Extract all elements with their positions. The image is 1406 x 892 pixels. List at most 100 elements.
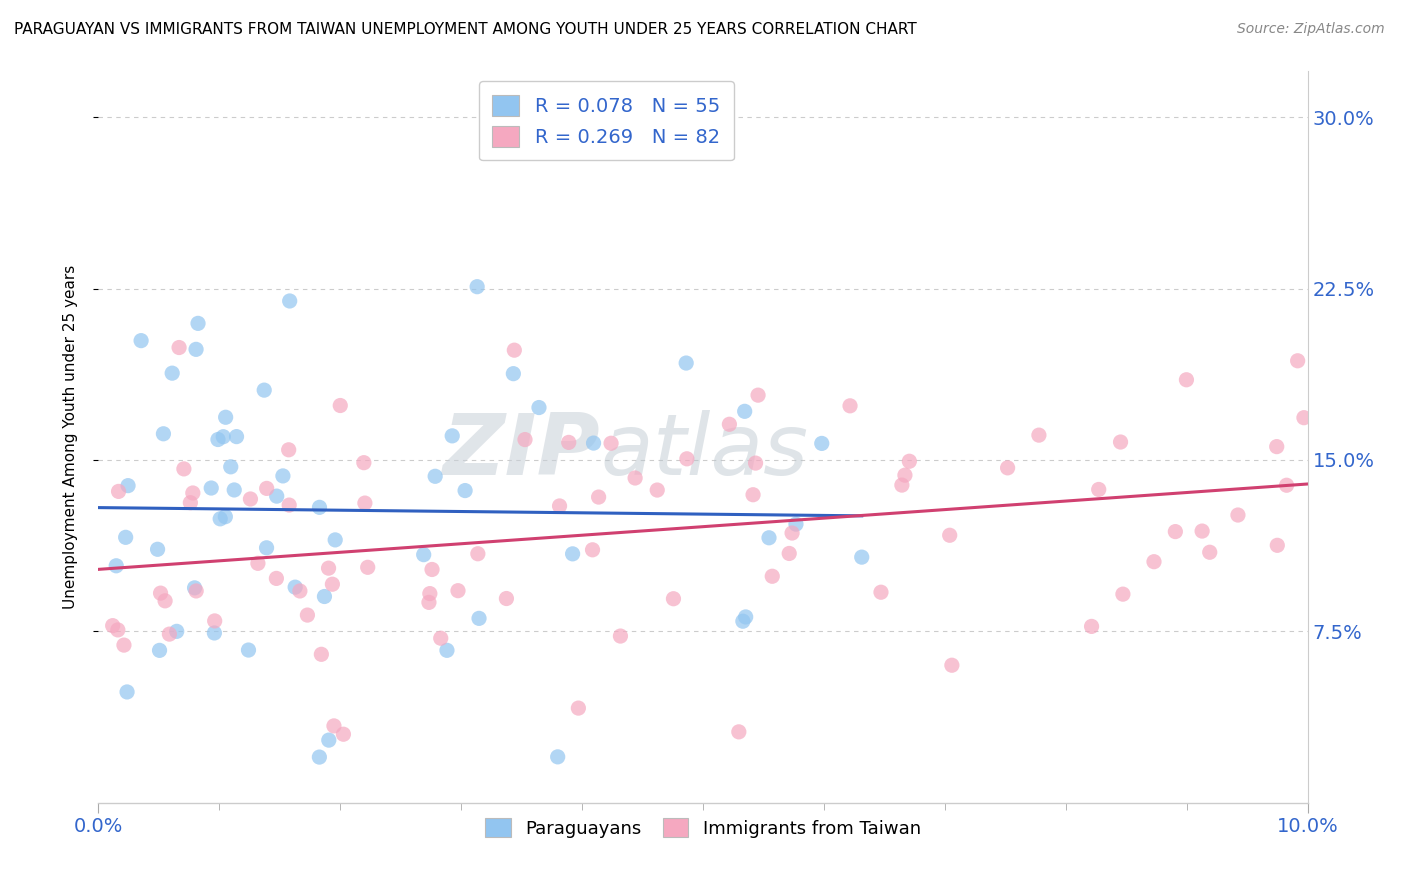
Point: [256, 541, 278, 555]
Point: [146, 542, 169, 557]
Point: [465, 279, 488, 293]
Point: [839, 399, 862, 413]
Point: [181, 486, 204, 500]
Point: [941, 658, 963, 673]
Text: ZIP: ZIP: [443, 410, 600, 493]
Point: [179, 496, 201, 510]
Point: [527, 401, 550, 415]
Point: [101, 618, 124, 632]
Point: [107, 623, 129, 637]
Point: [266, 489, 288, 503]
Point: [117, 478, 139, 492]
Point: [502, 367, 524, 381]
Point: [1226, 508, 1249, 522]
Point: [436, 643, 458, 657]
Point: [225, 429, 247, 443]
Point: [600, 436, 623, 450]
Point: [425, 469, 447, 483]
Point: [890, 478, 912, 492]
Point: [1087, 483, 1109, 497]
Point: [718, 417, 741, 432]
Point: [938, 528, 960, 542]
Point: [308, 500, 330, 515]
Point: [727, 724, 749, 739]
Point: [495, 591, 517, 606]
Point: [734, 610, 756, 624]
Point: [152, 426, 174, 441]
Point: [212, 430, 235, 444]
Point: [332, 727, 354, 741]
Point: [744, 456, 766, 470]
Point: [468, 611, 491, 625]
Point: [266, 571, 288, 585]
Point: [609, 629, 631, 643]
Point: [567, 701, 589, 715]
Point: [778, 546, 800, 560]
Point: [323, 719, 346, 733]
Point: [898, 454, 921, 468]
Point: [747, 388, 769, 402]
Point: [1286, 353, 1309, 368]
Point: [184, 343, 207, 357]
Point: [734, 404, 756, 418]
Point: [758, 531, 780, 545]
Point: [761, 569, 783, 583]
Point: [314, 590, 336, 604]
Point: [271, 469, 294, 483]
Point: [167, 341, 190, 355]
Point: [246, 557, 269, 571]
Point: [676, 451, 699, 466]
Point: [219, 459, 242, 474]
Point: [454, 483, 477, 498]
Point: [238, 643, 260, 657]
Point: [153, 594, 176, 608]
Point: [297, 608, 319, 623]
Point: [997, 460, 1019, 475]
Point: [513, 433, 536, 447]
Point: [187, 317, 209, 331]
Point: [624, 471, 647, 485]
Point: [1275, 478, 1298, 492]
Point: [183, 581, 205, 595]
Point: [1265, 440, 1288, 454]
Point: [253, 383, 276, 397]
Point: [581, 542, 603, 557]
Point: [429, 631, 451, 645]
Text: Source: ZipAtlas.com: Source: ZipAtlas.com: [1237, 22, 1385, 37]
Point: [214, 410, 236, 425]
Point: [160, 366, 183, 380]
Point: [209, 512, 232, 526]
Point: [308, 750, 330, 764]
Point: [441, 429, 464, 443]
Point: [412, 548, 434, 562]
Point: [149, 586, 172, 600]
Point: [278, 498, 301, 512]
Point: [1164, 524, 1187, 539]
Point: [785, 517, 807, 532]
Point: [278, 293, 301, 308]
Legend: Paraguayans, Immigrants from Taiwan: Paraguayans, Immigrants from Taiwan: [478, 811, 928, 845]
Point: [321, 577, 343, 591]
Point: [1112, 587, 1135, 601]
Point: [645, 483, 668, 497]
Point: [105, 558, 128, 573]
Point: [318, 561, 340, 575]
Text: PARAGUAYAN VS IMMIGRANTS FROM TAIWAN UNEMPLOYMENT AMONG YOUTH UNDER 25 YEARS COR: PARAGUAYAN VS IMMIGRANTS FROM TAIWAN UNE…: [14, 22, 917, 37]
Point: [112, 638, 135, 652]
Point: [548, 499, 571, 513]
Point: [186, 584, 208, 599]
Point: [1028, 428, 1050, 442]
Point: [742, 488, 765, 502]
Y-axis label: Unemployment Among Youth under 25 years: Unemployment Among Youth under 25 years: [63, 265, 77, 609]
Point: [557, 435, 579, 450]
Point: [323, 533, 346, 547]
Point: [214, 509, 236, 524]
Point: [582, 436, 605, 450]
Point: [419, 586, 441, 600]
Point: [780, 526, 803, 541]
Point: [418, 595, 440, 609]
Point: [202, 626, 225, 640]
Point: [277, 442, 299, 457]
Point: [731, 614, 754, 628]
Point: [173, 462, 195, 476]
